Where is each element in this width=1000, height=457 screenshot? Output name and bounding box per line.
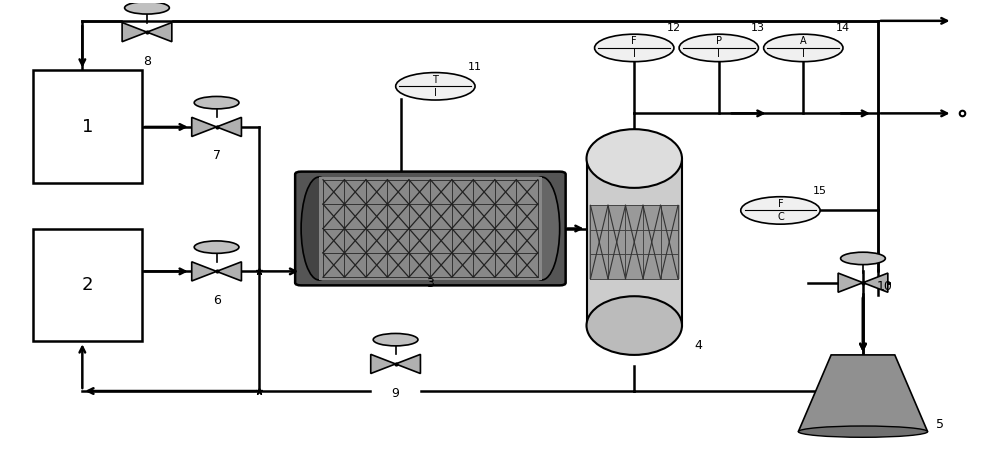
Bar: [33, 70, 142, 183]
Text: 11: 11: [467, 62, 481, 72]
Polygon shape: [192, 262, 217, 281]
Text: 12: 12: [666, 23, 680, 33]
Ellipse shape: [587, 129, 682, 188]
Bar: [33, 228, 142, 341]
Bar: [587, 159, 682, 325]
Polygon shape: [371, 354, 396, 373]
Ellipse shape: [301, 177, 337, 280]
Text: 3: 3: [426, 277, 434, 290]
Polygon shape: [217, 117, 241, 137]
Ellipse shape: [524, 177, 560, 280]
Text: C: C: [777, 212, 784, 222]
Text: T: T: [432, 75, 438, 85]
Polygon shape: [798, 355, 928, 432]
Text: I: I: [633, 49, 636, 59]
Text: 2: 2: [82, 276, 93, 294]
Text: 5: 5: [936, 418, 944, 431]
Ellipse shape: [595, 34, 674, 62]
Ellipse shape: [194, 96, 239, 109]
Text: 7: 7: [213, 149, 221, 163]
Ellipse shape: [396, 73, 475, 100]
Ellipse shape: [764, 34, 843, 62]
Bar: [589, 205, 680, 279]
Ellipse shape: [841, 252, 885, 265]
Ellipse shape: [679, 34, 758, 62]
Text: I: I: [434, 88, 437, 98]
Text: F: F: [778, 199, 783, 209]
Polygon shape: [192, 117, 217, 137]
Polygon shape: [863, 273, 888, 292]
Text: 9: 9: [392, 387, 400, 399]
Text: 14: 14: [835, 23, 850, 33]
Polygon shape: [147, 22, 172, 42]
Text: F: F: [631, 37, 637, 47]
Text: 4: 4: [694, 340, 702, 352]
FancyBboxPatch shape: [295, 172, 566, 285]
Text: I: I: [802, 49, 805, 59]
Text: A: A: [800, 37, 807, 47]
Ellipse shape: [373, 334, 418, 346]
Text: 13: 13: [751, 23, 765, 33]
Ellipse shape: [587, 296, 682, 355]
Text: 1: 1: [82, 118, 93, 136]
Polygon shape: [217, 262, 241, 281]
Ellipse shape: [798, 426, 928, 437]
Polygon shape: [396, 354, 420, 373]
Polygon shape: [838, 273, 863, 292]
Text: P: P: [716, 37, 722, 47]
Ellipse shape: [741, 197, 820, 224]
Text: 10: 10: [877, 281, 893, 293]
Ellipse shape: [125, 2, 169, 14]
Text: I: I: [717, 49, 720, 59]
Text: 8: 8: [143, 55, 151, 68]
Text: 15: 15: [813, 186, 827, 196]
Text: 6: 6: [213, 294, 221, 307]
Polygon shape: [122, 22, 147, 42]
Ellipse shape: [194, 241, 239, 253]
Bar: [319, 177, 542, 280]
